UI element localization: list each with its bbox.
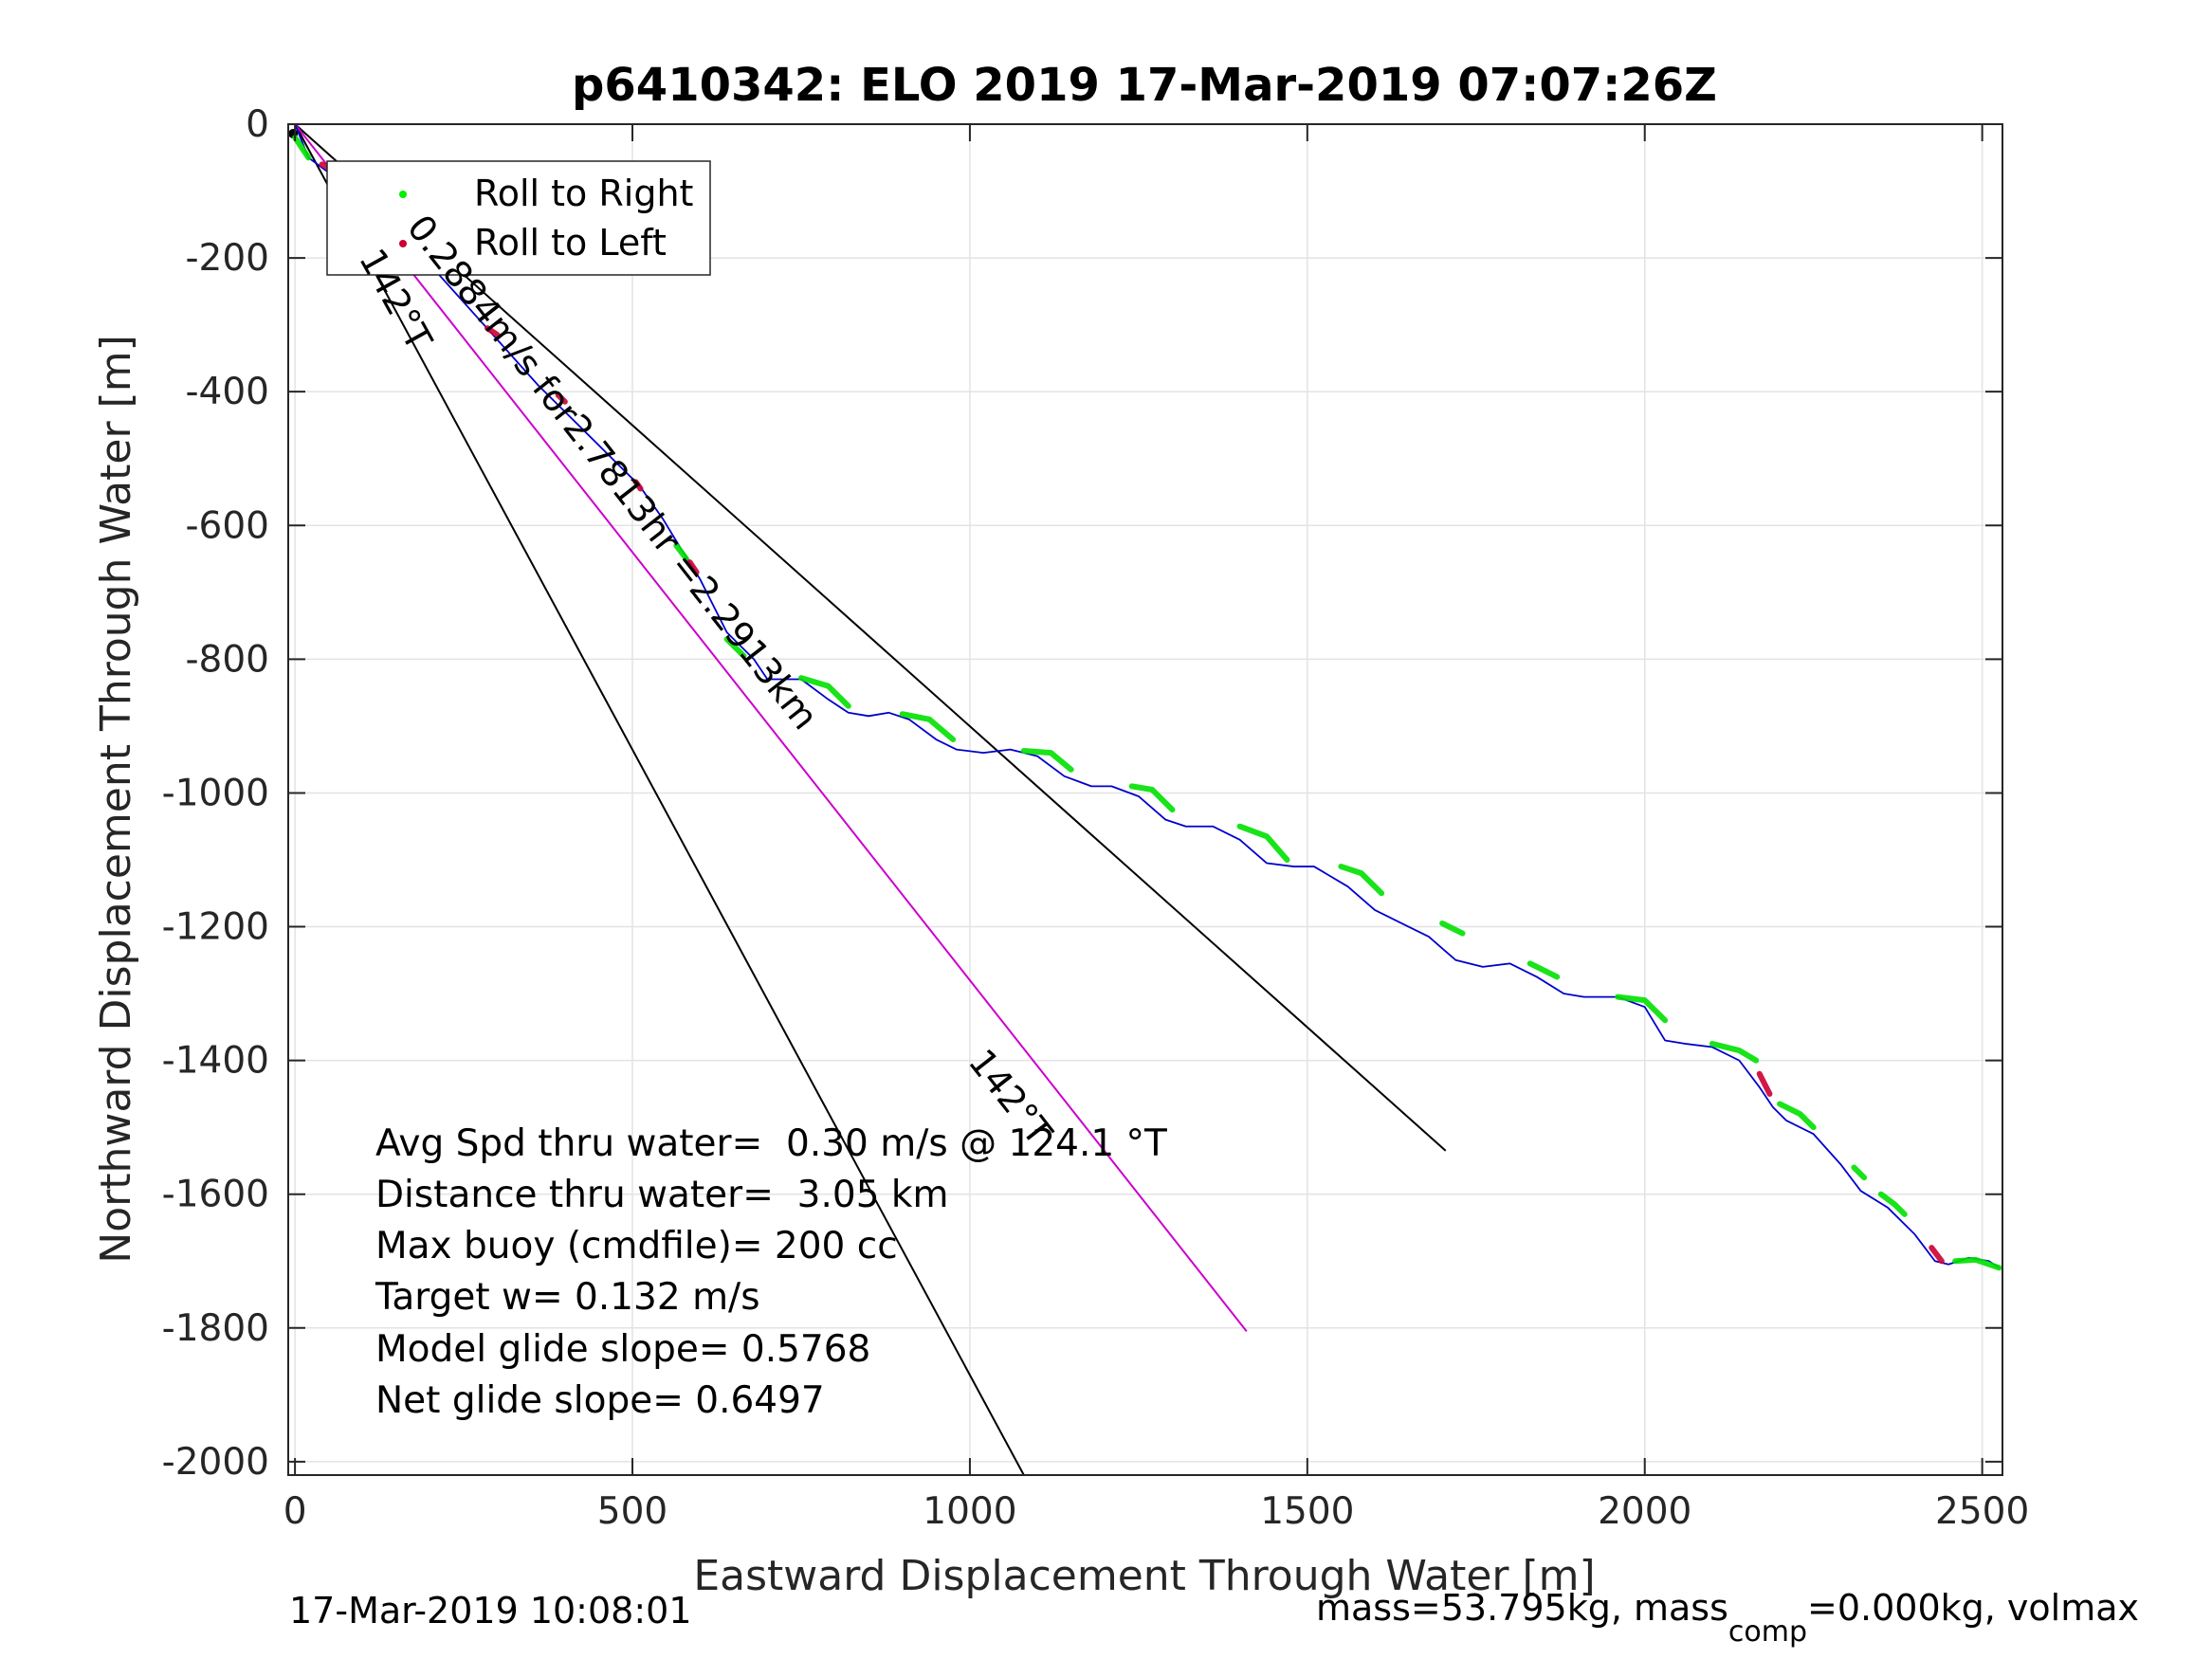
legend-box — [326, 160, 711, 276]
y-tick-labels: 0 -200 -400 -600 -800 -1000 -1200 -1400 -1600 -18… — [162, 103, 269, 1484]
y-tick-label: -1400 — [162, 1040, 269, 1083]
y-tick-label: -1600 — [162, 1174, 269, 1216]
roll-left-segment — [555, 392, 568, 405]
axis-ticks — [288, 123, 2002, 1475]
info-distance: Distance thru water= 3.05 km — [375, 1174, 948, 1216]
roll-right-segment — [673, 542, 689, 562]
info-avg-speed: Avg Spd thru water= 0.30 m/s @ 124.1 °T — [375, 1122, 1167, 1165]
legend: Roll to Right Roll to Left — [326, 160, 711, 276]
x-tick-label: 2500 — [1935, 1490, 2029, 1533]
footer-mass-b: =0.000kg, volmax — [1807, 1587, 2139, 1629]
y-tick-label: -800 — [185, 638, 269, 681]
roll-right-segment — [1877, 1191, 1908, 1217]
y-tick-label: -200 — [185, 237, 269, 280]
y-tick-label: -1800 — [162, 1307, 269, 1350]
reference-line-0 — [294, 123, 1025, 1476]
roll-right-segment — [1851, 1164, 1868, 1181]
x-tick-label: 0 — [283, 1490, 307, 1533]
roll-right-segment — [1236, 823, 1290, 863]
roll-right-segment — [1777, 1101, 1817, 1131]
y-tick-label: -1200 — [162, 906, 269, 949]
reference-line-1 — [294, 123, 1447, 1152]
y-axis-label: Northward Displacement Through Water [m] — [92, 335, 140, 1263]
roll-right-segment — [292, 135, 312, 161]
roll-right-segment — [797, 675, 851, 709]
reference-lines — [294, 123, 1447, 1476]
roll-left-segment — [1756, 1070, 1773, 1097]
info-block: Avg Spd thru water= 0.30 m/s @ 124.1 °T … — [375, 1122, 1167, 1422]
track-line — [294, 123, 2000, 1269]
y-tick-label: -2000 — [162, 1441, 269, 1484]
chart-title: p6410342: ELO 2019 17-Mar-2019 07:07:26Z — [572, 59, 1717, 112]
footer-timestamp: 17-Mar-2019 10:08:01 — [289, 1590, 692, 1632]
x-tick-label: 1000 — [923, 1490, 1016, 1533]
roll-right-segment — [1526, 960, 1561, 980]
roll-right-segment — [723, 636, 747, 659]
roll-left-segment — [686, 559, 700, 575]
roll-right-segment — [1615, 994, 1669, 1024]
plot-background — [288, 124, 2002, 1475]
footer-mass-sub: comp — [1728, 1615, 1807, 1649]
footer-mass-a: mass=53.795kg, mass — [1316, 1587, 1728, 1629]
plot-frame — [287, 123, 2003, 1476]
y-tick-label: 0 — [246, 103, 269, 146]
legend-label-roll-right: Roll to Right — [474, 173, 693, 214]
roll-right-segment — [1128, 783, 1176, 813]
x-tick-label: 500 — [597, 1490, 667, 1533]
x-tick-label: 2000 — [1598, 1490, 1691, 1533]
legend-marker-roll-left — [399, 240, 407, 247]
y-tick-label: -1000 — [162, 772, 269, 814]
grid-lines — [288, 123, 2002, 1475]
roll-right-segment — [1709, 1040, 1760, 1064]
info-model-glide-slope: Model glide slope= 0.5768 — [375, 1328, 870, 1371]
roll-left-segment — [632, 479, 644, 492]
x-tick-labels: 0 500 1000 1500 2000 2500 — [283, 1490, 2030, 1533]
legend-marker-roll-right — [399, 191, 407, 198]
roll-left-segment — [484, 325, 501, 338]
roll-right-segment — [899, 711, 957, 743]
reference-line-2 — [294, 123, 1248, 1332]
footer-mass-info: mass=53.795kg, masscomp=0.000kg, volmax — [1316, 1587, 2139, 1649]
roll-right-segment — [1020, 748, 1074, 773]
info-net-glide-slope: Net glide slope= 0.6497 — [375, 1379, 825, 1422]
roll-right-segment — [1439, 921, 1466, 937]
roll-right-segment — [1952, 1256, 2002, 1271]
roll-left-segment — [1929, 1245, 1945, 1265]
plot-area — [287, 123, 2003, 1476]
legend-label-roll-left: Roll to Left — [474, 222, 667, 264]
x-tick-label: 1500 — [1260, 1490, 1354, 1533]
info-target-w: Target w= 0.132 m/s — [375, 1276, 760, 1319]
y-tick-label: -600 — [185, 504, 269, 547]
roll-right-segment — [1338, 864, 1385, 897]
x-axis-label: Eastward Displacement Through Water [m] — [693, 1552, 1595, 1600]
info-max-buoy: Max buoy (cmdfile)= 200 cc — [375, 1225, 898, 1267]
y-tick-label: -400 — [185, 371, 269, 413]
